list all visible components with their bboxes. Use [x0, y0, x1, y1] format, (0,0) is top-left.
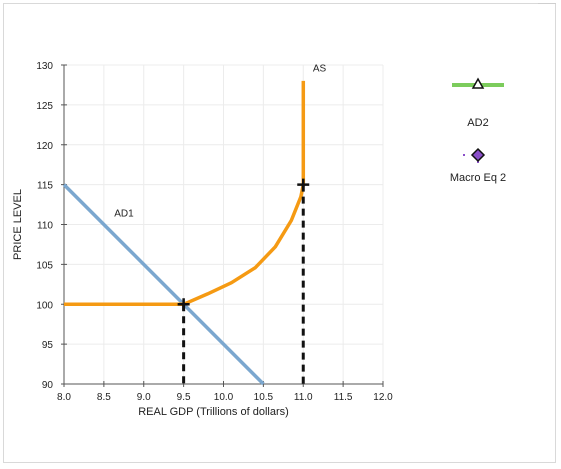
y-tick-label: 115 — [37, 181, 53, 192]
labels-layer: 8.0 8.5 9.0 9.5 10.0 10.5 11.0 11.5 12.0 90 95 100 1… — [12, 61, 393, 418]
series-label-as: AS — [313, 63, 327, 74]
diamond-point-icon[interactable] — [441, 146, 515, 166]
y-tick-label: 105 — [36, 260, 53, 271]
x-tick-label: 10.0 — [214, 392, 234, 403]
legend-item-ad2[interactable]: AD2 — [450, 76, 506, 129]
series-label-ad1: AD1 — [114, 209, 134, 220]
x-tick-label: 12.0 — [373, 392, 393, 403]
equilibrium-cross-marker[interactable] — [297, 178, 310, 191]
x-tick-label: 9.0 — [137, 392, 151, 403]
y-tick-label: 130 — [36, 61, 53, 72]
markers-layer[interactable] — [177, 178, 310, 311]
y-tick-label: 110 — [37, 221, 53, 232]
x-tick-label: 9.5 — [177, 392, 191, 403]
y-axis-title: PRICE LEVEL — [12, 189, 24, 260]
y-tick-label: 95 — [42, 340, 54, 351]
y-tick-label: 100 — [36, 300, 53, 311]
x-tick-label: 11.5 — [334, 392, 353, 403]
x-tick-label: 11.0 — [294, 392, 313, 403]
legend-item-macro-eq-2[interactable]: Macro Eq 2 — [441, 146, 515, 184]
grid-lines — [63, 64, 384, 385]
x-axis-title: REAL GDP (Trillions of dollars) — [138, 406, 289, 418]
y-tick-label: 125 — [36, 101, 53, 112]
drop-lines-layer — [182, 184, 305, 384]
panel-corner — [538, 3, 556, 10]
triangle-line-icon[interactable] — [450, 76, 506, 92]
legend-label-ad2: AD2 — [467, 117, 489, 129]
equilibrium-cross-marker[interactable] — [177, 298, 190, 311]
series-line-ad1[interactable] — [62, 183, 265, 386]
legend-label-macro-eq-2: Macro Eq 2 — [449, 172, 507, 184]
y-tick-label: 90 — [42, 380, 54, 391]
x-tick-label: 10.5 — [254, 392, 274, 403]
axes — [61, 64, 384, 387]
y-tick-label: 120 — [36, 141, 53, 152]
x-tick-label: 8.0 — [57, 392, 71, 403]
x-tick-label: 8.5 — [97, 392, 111, 403]
